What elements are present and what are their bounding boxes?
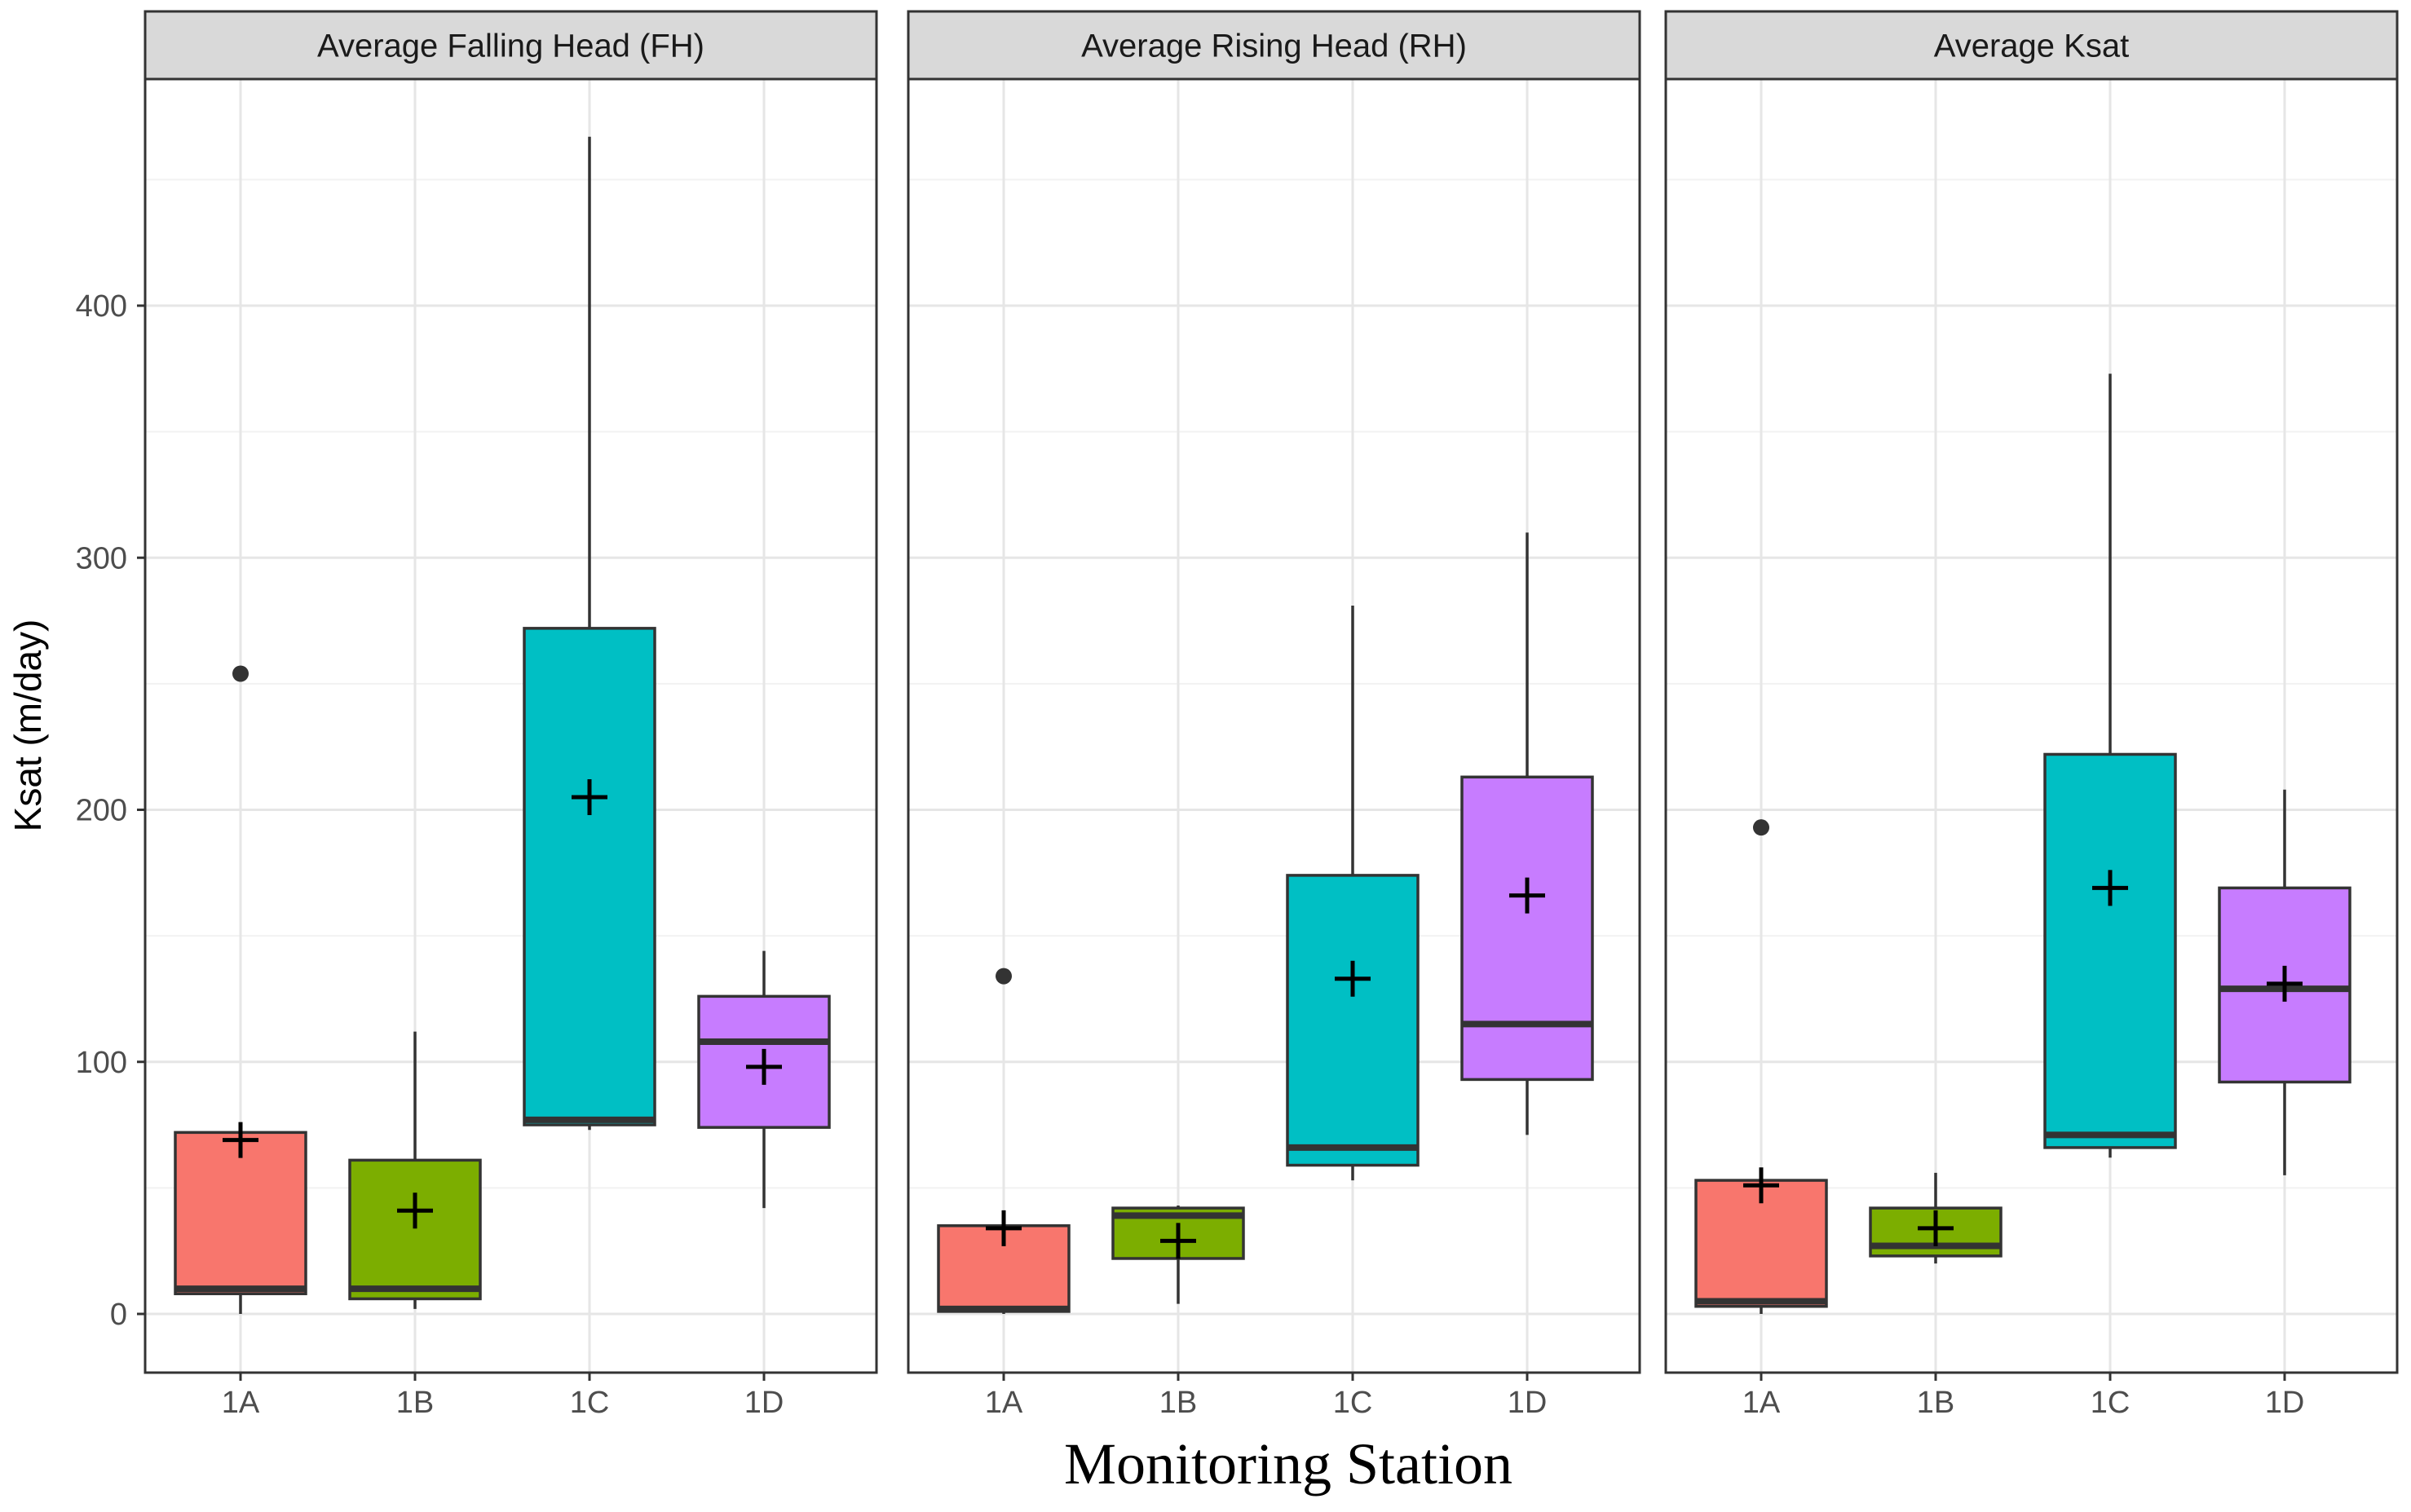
x-tick-label: 1D	[2265, 1386, 2305, 1420]
box-1A	[174, 665, 307, 1314]
box-1C	[2043, 373, 2177, 1158]
x-axis-title: Monitoring Station	[1064, 1431, 1512, 1497]
x-tick-label: 1A	[222, 1386, 260, 1420]
x-tick-label: 1D	[1508, 1386, 1548, 1420]
strip-label: Average Ksat	[1934, 29, 2129, 64]
y-axis-title: Ksat (m/day)	[7, 619, 49, 832]
panel-2: 1A 1B 1C 1D Average Rising Head (RH)	[907, 10, 1641, 1420]
panel-background	[908, 79, 1640, 1373]
x-tick-label: 1B	[396, 1386, 434, 1420]
panel-background	[1666, 79, 2397, 1373]
strip-background	[907, 10, 1641, 81]
box-rect	[348, 1158, 482, 1301]
box-1D	[2218, 789, 2351, 1175]
outlier-point	[1753, 819, 1769, 836]
box-1B	[348, 1031, 482, 1309]
y-tick-label: 0	[110, 1298, 127, 1332]
strip-label: Average Rising Head (RH)	[1081, 29, 1467, 64]
box-1A	[937, 968, 1071, 1314]
x-tick-label: 1D	[744, 1386, 784, 1420]
x-tick-label: 1B	[1159, 1386, 1197, 1420]
box-1D	[697, 950, 831, 1209]
box-rect	[1286, 874, 1420, 1167]
box-1C	[1286, 606, 1420, 1181]
panel-3: 1A 1B 1C 1D Average Ksat	[1664, 10, 2399, 1420]
box-1B	[1869, 1172, 2003, 1264]
box-1D	[1460, 532, 1594, 1135]
x-tick-label: 1A	[985, 1386, 1023, 1420]
box-rect	[523, 627, 656, 1126]
panel-1: 1A 1B 1C 1D Average Falling Head (FH)	[144, 10, 878, 1420]
y-tick-label: 100	[76, 1046, 127, 1080]
x-tick-label: 1C	[570, 1386, 610, 1420]
y-tick-label: 300	[76, 541, 127, 575]
box-rect	[2043, 752, 2177, 1149]
box-1B	[1111, 1206, 1245, 1304]
outlier-point	[232, 665, 249, 682]
strip-background	[144, 10, 878, 81]
outlier-point	[996, 968, 1012, 985]
strip-background	[1664, 10, 2399, 81]
y-tick-label: 200	[76, 794, 127, 828]
strip-label: Average Falling Head (FH)	[317, 29, 704, 64]
box-rect	[1460, 775, 1594, 1082]
y-tick-label: 400	[76, 289, 127, 324]
x-tick-label: 1B	[1917, 1386, 1954, 1420]
box-1C	[523, 136, 656, 1131]
x-tick-label: 1C	[2091, 1386, 2131, 1420]
x-tick-label: 1A	[1742, 1386, 1781, 1420]
x-tick-label: 1C	[1333, 1386, 1373, 1420]
box-1A	[1694, 819, 1828, 1314]
